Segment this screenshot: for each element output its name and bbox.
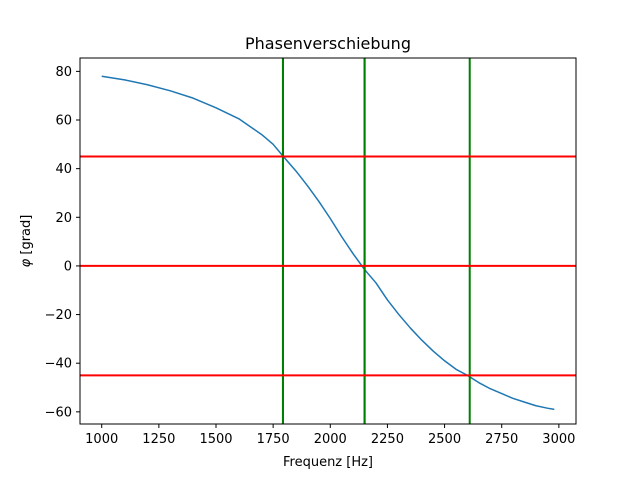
- x-tick-label-8: 3000: [542, 432, 575, 447]
- y-tick-label-5: 40: [55, 162, 72, 177]
- x-axis-label: Frequenz [Hz]: [283, 455, 373, 470]
- x-tick-label-6: 2500: [428, 432, 461, 447]
- plot-frame: [79, 57, 577, 425]
- x-tick-label-0: 1000: [85, 432, 118, 447]
- axis-ticks: 1000 1250 1500 1750 2000 2250 2500 2750 3000 −60 −…: [45, 65, 576, 447]
- y-tick-label-3: 0: [64, 259, 72, 274]
- x-tick-label-2: 1500: [199, 432, 232, 447]
- y-tick-label-7: 80: [55, 65, 72, 80]
- x-tick-label-5: 2250: [371, 432, 404, 447]
- y-tick-label-0: −60: [45, 405, 72, 420]
- x-tick-label-4: 2000: [314, 432, 347, 447]
- chart-title: Phasenverschiebung: [245, 34, 411, 53]
- x-tick-label-1: 1250: [142, 432, 175, 447]
- y-tick-label-4: 20: [55, 211, 72, 226]
- y-axis-label: φ [grad]: [19, 215, 34, 268]
- y-tick-label-6: 60: [55, 114, 72, 129]
- x-tick-label-3: 1750: [257, 432, 290, 447]
- y-tick-label-2: −20: [45, 308, 72, 323]
- y-axis-unit: [grad]: [19, 215, 34, 255]
- y-axis-symbol: φ: [19, 258, 34, 267]
- x-tick-label-7: 2750: [485, 432, 518, 447]
- series-line-0: [101, 75, 555, 411]
- plot-area: [80, 58, 576, 424]
- y-tick-label-1: −40: [45, 357, 72, 372]
